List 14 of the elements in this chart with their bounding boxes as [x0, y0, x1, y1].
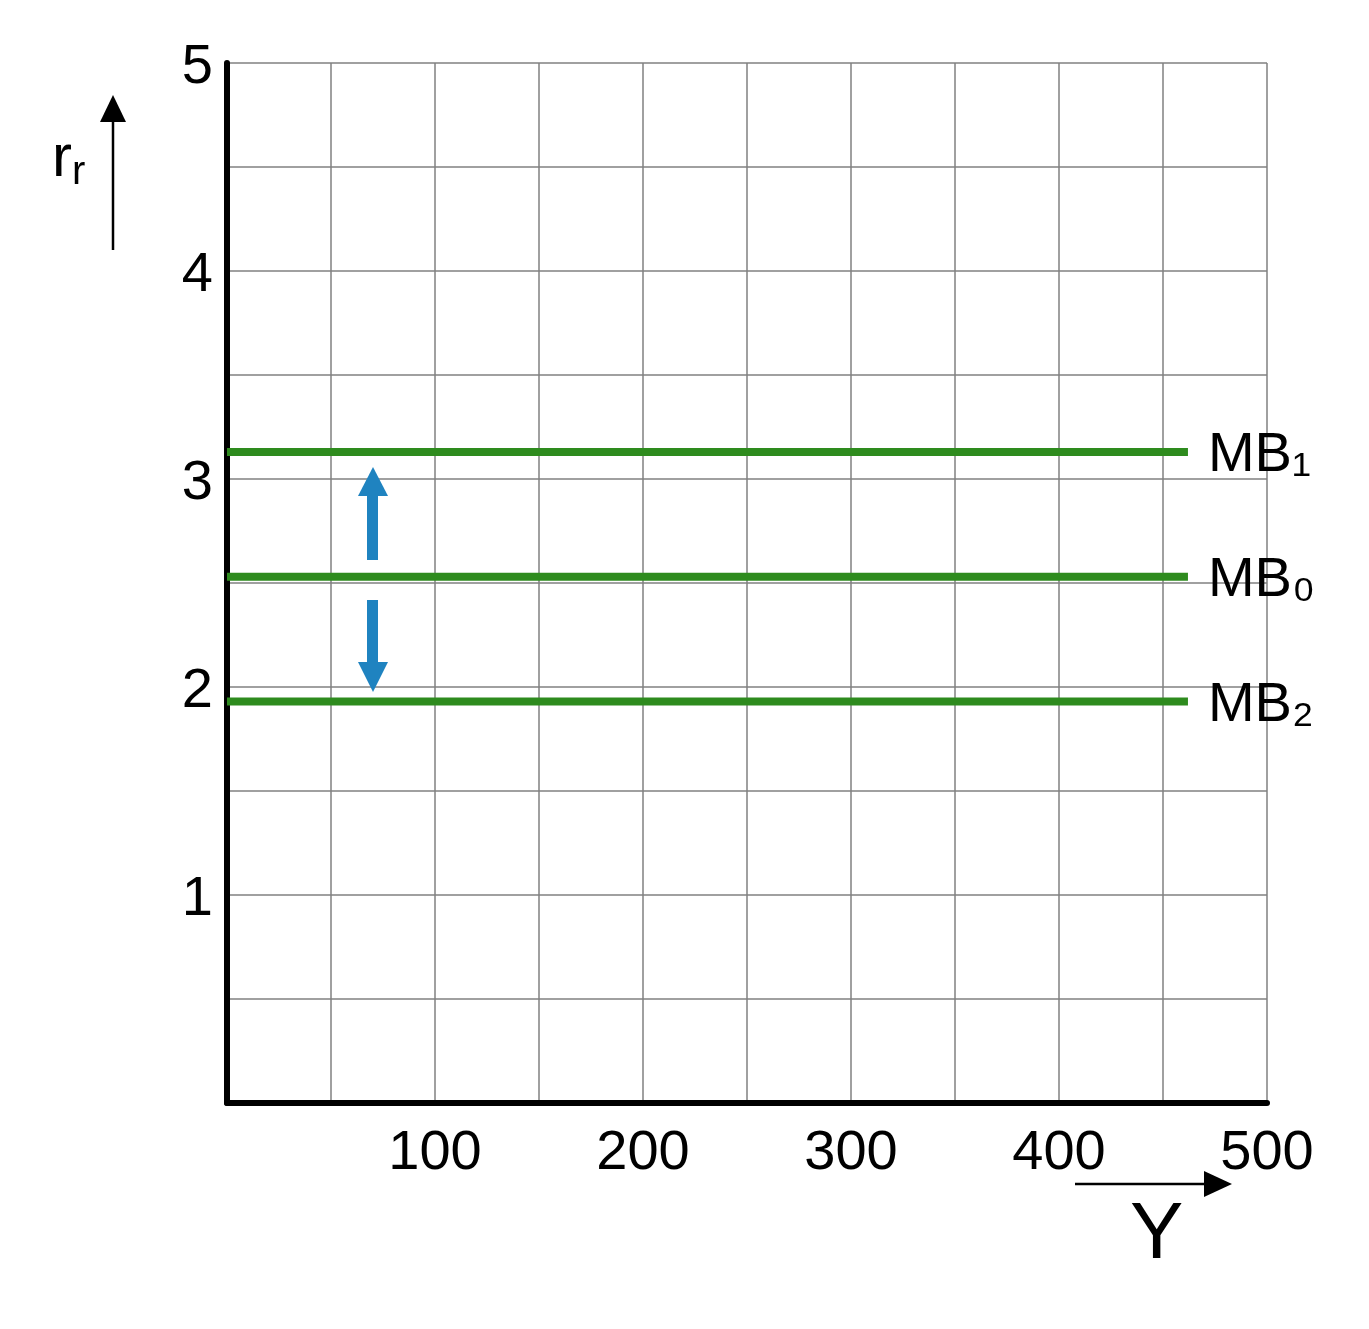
- series-label: MB₂: [1207, 670, 1314, 734]
- y-tick-label: 1: [181, 863, 213, 927]
- y-tick-label: 3: [181, 447, 213, 511]
- x-axis-title: Y: [1130, 1185, 1184, 1275]
- y-tick-label: 5: [181, 31, 213, 95]
- x-tick-label: 200: [596, 1117, 690, 1181]
- y-tick-label: 4: [181, 239, 213, 303]
- x-tick-label: 300: [804, 1117, 898, 1181]
- y-tick-label: 2: [181, 655, 213, 719]
- series-label: MB₁: [1207, 420, 1311, 484]
- x-tick-label: 100: [388, 1117, 482, 1181]
- series-label: MB₀: [1207, 545, 1316, 609]
- x-tick-label: 400: [1012, 1117, 1106, 1181]
- x-tick-label: 500: [1220, 1117, 1314, 1181]
